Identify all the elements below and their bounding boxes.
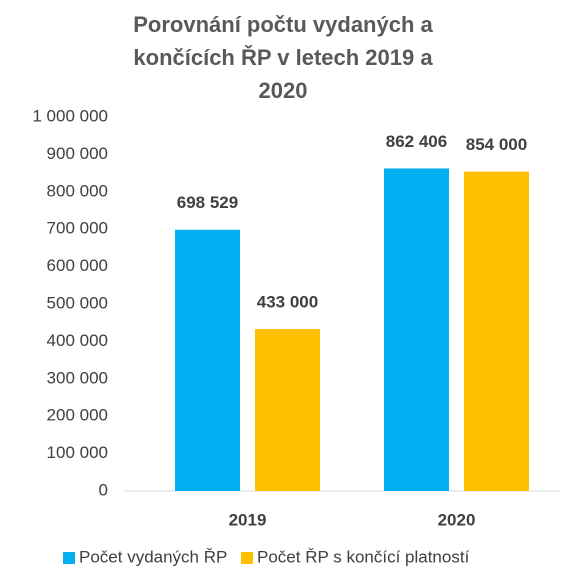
x-tick-label: 2019: [229, 510, 267, 529]
y-tick-label: 700 000: [47, 219, 108, 238]
y-tick-label: 600 000: [47, 256, 108, 275]
legend-swatch: [63, 552, 75, 564]
bar: [175, 229, 240, 491]
y-tick-label: 500 000: [47, 293, 108, 312]
legend-label: Počet ŘP s končící platností: [257, 547, 470, 566]
data-label: 698 529: [177, 193, 238, 212]
bar: [255, 329, 320, 491]
x-tick-label: 2020: [438, 510, 476, 529]
data-label: 433 000: [257, 293, 318, 312]
y-tick-label: 0: [99, 480, 108, 499]
y-tick-label: 100 000: [47, 443, 108, 462]
chart-title: Porovnání počtu vydaných a končících ŘP …: [133, 12, 433, 103]
y-tick-label: 900 000: [47, 144, 108, 163]
y-tick-label: 200 000: [47, 406, 108, 425]
y-tick-label: 1 000 000: [32, 106, 108, 125]
data-label: 854 000: [466, 135, 527, 154]
y-tick-label: 300 000: [47, 368, 108, 387]
legend-swatch: [241, 552, 253, 564]
data-label: 862 406: [386, 132, 447, 151]
y-tick-label: 400 000: [47, 331, 108, 350]
bar: [464, 171, 529, 491]
title-box: Porovnání počtu vydaných a končících ŘP …: [0, 8, 566, 107]
bar: [384, 168, 449, 492]
legend-label: Počet vydaných ŘP: [79, 547, 227, 566]
y-tick-label: 800 000: [47, 181, 108, 200]
